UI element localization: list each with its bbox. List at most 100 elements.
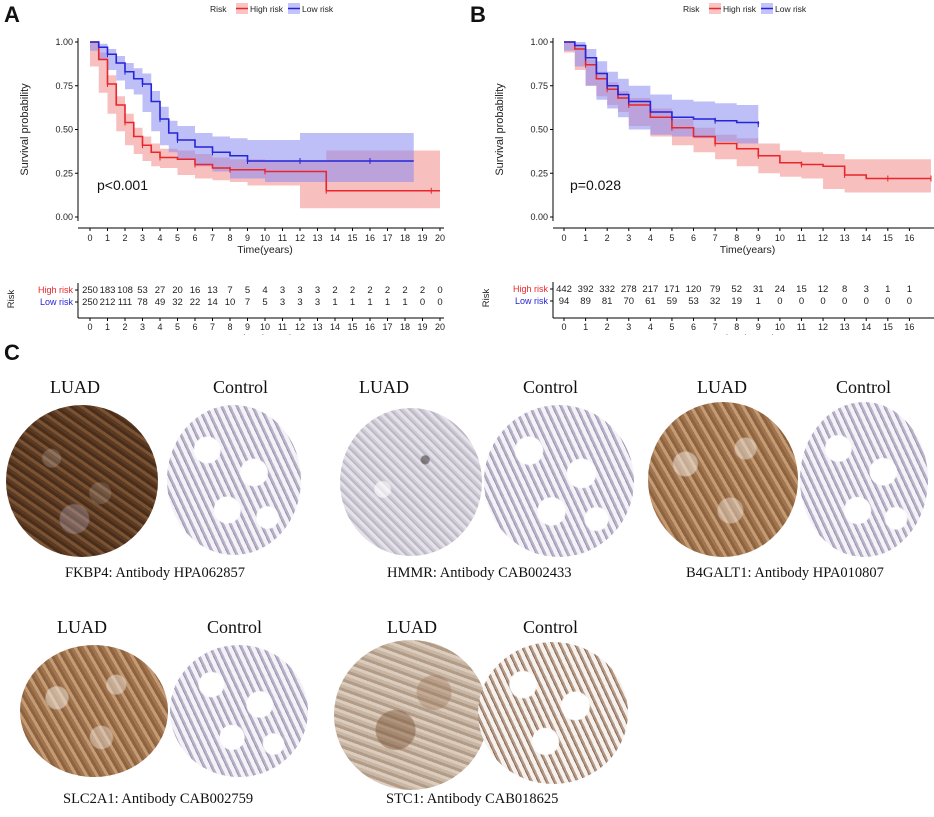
- risk-table-cell: 61: [645, 296, 656, 307]
- tissue-image-slc2a1-control: [170, 645, 308, 777]
- risk-table-x-tick-label: 11: [278, 322, 287, 332]
- x-tick-label: 6: [691, 233, 696, 243]
- y-tick-label: 0.75: [530, 81, 548, 91]
- x-tick-label: 1: [105, 233, 110, 243]
- risk-table-x-tick-label: 7: [210, 322, 215, 332]
- risk-table-x-tick-label: 17: [382, 322, 392, 332]
- risk-table-x-title: Time(years): [720, 333, 776, 335]
- risk-table-x-tick-label: 7: [713, 322, 718, 332]
- x-tick-label: 0: [87, 233, 92, 243]
- y-tick-label: 0.50: [55, 125, 73, 135]
- risk-table-x-tick-label: 2: [122, 322, 127, 332]
- risk-table-x-tick-label: 20: [435, 322, 445, 332]
- risk-table-cell: 3: [315, 285, 320, 296]
- x-tick-label: 4: [648, 233, 653, 243]
- risk-table-cell: 0: [420, 297, 425, 308]
- x-tick-label: 14: [861, 233, 871, 243]
- risk-table-cell: 24: [775, 284, 786, 295]
- risk-table-x-tick-label: 10: [260, 322, 270, 332]
- risk-table-cell: 1: [350, 297, 355, 308]
- x-tick-label: 3: [626, 233, 631, 243]
- x-tick-label: 20: [435, 233, 445, 243]
- y-tick-label: 0.25: [55, 168, 73, 178]
- risk-table-x-tick-label: 8: [734, 322, 739, 332]
- risk-table-x-tick-label: 18: [400, 322, 410, 332]
- risk-table-row-label: Low risk: [515, 296, 549, 306]
- risk-table-cell: 3: [280, 297, 285, 308]
- risk-table-x-tick-label: 5: [669, 322, 674, 332]
- risk-table-cell: 212: [100, 297, 116, 308]
- ihc-control-label: Control: [207, 617, 263, 637]
- risk-table-x-title: Time(years): [237, 333, 293, 335]
- legend-entry: High risk: [723, 4, 757, 14]
- x-tick-label: 0: [561, 233, 566, 243]
- risk-table-cell: 1: [756, 296, 761, 307]
- risk-table-cell: 5: [245, 285, 250, 296]
- risk-table-cell: 250: [82, 285, 98, 296]
- x-tick-label: 7: [713, 233, 718, 243]
- risk-table-x-tick-label: 4: [157, 322, 162, 332]
- ihc-caption: FKBP4: Antibody HPA062857: [65, 565, 245, 581]
- x-tick-label: 8: [734, 233, 739, 243]
- risk-table-cell: 4: [262, 285, 267, 296]
- risk-table-cell: 171: [664, 284, 680, 295]
- risk-table-cell: 332: [599, 284, 615, 295]
- x-tick-label: 16: [904, 233, 914, 243]
- risk-table-cell: 0: [907, 296, 912, 307]
- risk-table-cell: 2: [402, 285, 407, 296]
- legend-title: Risk: [683, 4, 700, 14]
- risk-table-cell: 53: [688, 296, 699, 307]
- tissue-image-b4galt1-luad: [648, 402, 798, 557]
- risk-table-cell: 0: [842, 296, 847, 307]
- risk-table-x-tick-label: 12: [818, 322, 828, 332]
- risk-table-x-tick-label: 14: [330, 322, 340, 332]
- y-axis-title: Survival probability: [494, 83, 506, 176]
- risk-table-cell: 250: [82, 297, 98, 308]
- x-tick-label: 8: [227, 233, 232, 243]
- x-tick-label: 2: [605, 233, 610, 243]
- risk-table-row-label: Low risk: [40, 297, 74, 307]
- risk-table-cell: 10: [225, 297, 236, 308]
- risk-table-cell: 32: [710, 296, 721, 307]
- risk-table-x-tick-label: 1: [583, 322, 588, 332]
- risk-table-row-label: High risk: [38, 285, 74, 295]
- risk-table-x-tick-label: 12: [295, 322, 305, 332]
- risk-table-y-title: Risk: [481, 289, 492, 308]
- x-tick-label: 15: [883, 233, 893, 243]
- risk-table-x-tick-label: 16: [904, 322, 914, 332]
- y-tick-label: 1.00: [55, 37, 73, 47]
- risk-table-cell: 15: [796, 284, 807, 295]
- y-tick-label: 0.00: [55, 212, 73, 222]
- risk-table-cell: 3: [864, 284, 869, 295]
- x-tick-label: 14: [330, 233, 340, 243]
- risk-table-cell: 2: [350, 285, 355, 296]
- risk-table-cell: 2: [367, 285, 372, 296]
- risk-table-x-tick-label: 3: [626, 322, 631, 332]
- km-chart-b: Risk High risk Low risk 0.00 0.25 0.50 0.75 1.0…: [481, 3, 934, 335]
- risk-table-x-tick-label: 10: [775, 322, 785, 332]
- risk-table-x-tick-label: 9: [756, 322, 761, 332]
- risk-table-cell: 1: [907, 284, 912, 295]
- x-tick-label: 1: [583, 233, 588, 243]
- risk-table-x-tick-label: 8: [227, 322, 232, 332]
- confidence-band-low-risk: [564, 42, 759, 144]
- risk-table-x-tick-label: 15: [883, 322, 893, 332]
- risk-table-cell: 59: [667, 296, 678, 307]
- risk-table-row-label: High risk: [513, 284, 549, 294]
- tissue-image-slc2a1-luad: [20, 645, 168, 777]
- risk-table-x-tick-label: 19: [417, 322, 427, 332]
- risk-table-cell: 13: [207, 285, 218, 296]
- risk-table-y-title: Risk: [6, 290, 17, 309]
- tissue-image-hmmr-control: [484, 405, 634, 557]
- risk-table-cell: 16: [190, 285, 201, 296]
- x-tick-label: 7: [210, 233, 215, 243]
- panel-label-b: B: [470, 2, 486, 27]
- risk-table-x-tick-label: 13: [312, 322, 322, 332]
- ihc-luad-label: LUAD: [359, 377, 409, 397]
- risk-table-x-tick-label: 1: [105, 322, 110, 332]
- risk-table-cell: 3: [297, 285, 302, 296]
- x-axis-title: Time(years): [237, 244, 293, 256]
- risk-table-cell: 3: [315, 297, 320, 308]
- risk-table-x-tick-label: 6: [192, 322, 197, 332]
- risk-table-cell: 27: [155, 285, 166, 296]
